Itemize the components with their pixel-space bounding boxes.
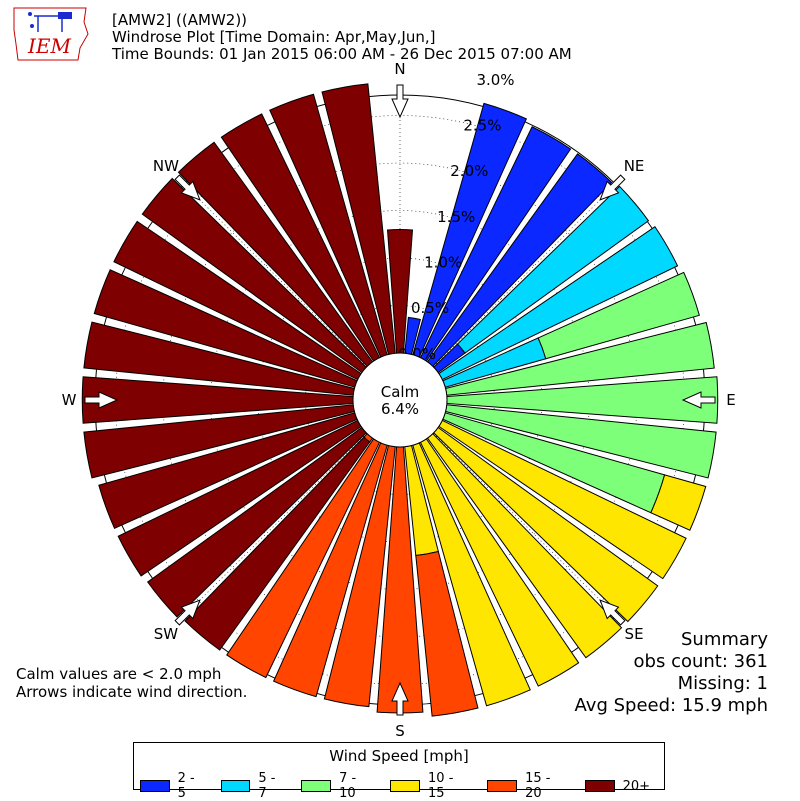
windrose-bar-segment [650,474,707,531]
direction-labels: N NE E SE S SW W NW [62,60,736,740]
ring-label: 0.5% [411,299,449,317]
grid-spoke [433,433,616,616]
direction-arrow-icon [681,391,716,409]
legend-swatch [220,780,251,792]
legend-swatch [584,780,615,792]
legend: Wind Speed [mph] 2 - 5 5 - 7 7 - 10 10 - 15… [133,742,665,801]
direction-label: SE [625,625,644,643]
arrow-note: Arrows indicate wind direction. [16,683,248,701]
direction-arrow-icon [84,391,119,409]
direction-arrow-icon [391,681,409,716]
direction-arrow-icon [174,599,201,626]
chart-title-station: [AMW2] ((AMW2)) [112,11,248,29]
summary-avg-speed: Avg Speed: 15.9 mph [574,695,768,716]
legend-swatch [390,780,421,792]
legend-label: 5 - 7 [258,771,276,801]
ring-label: 2.0% [450,162,488,180]
chart-title-domain: Windrose Plot [Time Domain: Apr,May,Jun,… [112,28,436,46]
legend-item: 20+ [584,771,651,801]
legend-label: 2 - 5 [177,771,195,801]
direction-arrow-icon [174,174,201,201]
windrose-bar-segment [456,185,650,354]
calm-center: Calm 6.4% [352,352,448,448]
chart-title-bounds: Time Bounds: 01 Jan 2015 06:00 AM - 26 D… [112,45,572,63]
direction-label: E [726,391,735,409]
legend-label: 20+ [622,778,651,794]
legend-items: 2 - 5 5 - 7 7 - 10 10 - 15 15 - 20 20+ [140,771,664,801]
ring-label: 1.5% [437,208,475,226]
direction-arrows [84,84,716,716]
ring-label: 2.5% [463,117,501,135]
iem-logo: IEM [12,4,90,62]
direction-arrow-icon [599,599,626,626]
grid-spoke [433,184,616,367]
direction-label: W [62,391,77,409]
calm-note: Calm values are < 2.0 mph [16,665,222,683]
calm-label: Calm [381,383,419,401]
direction-label: NE [624,157,645,175]
windrose-bar-segment [415,550,479,717]
legend-swatch [140,780,170,792]
direction-label: N [394,60,405,78]
ring-label: 1.0% [424,254,462,272]
legend-label: 7 - 10 [339,771,357,801]
direction-arrow-icon [599,174,626,201]
legend-item: 2 - 5 [140,771,207,801]
legend-title: Wind Speed [mph] [329,747,469,765]
calm-circle [352,352,448,448]
summary-missing: Missing: 1 [677,673,768,694]
summary-title: Summary [681,629,768,650]
legend-swatch [487,780,518,792]
iowa-map-icon [13,7,89,61]
grid-spoke [184,433,367,616]
direction-label: S [395,722,405,740]
ring-label: 3.0% [476,71,514,89]
legend-item: 5 - 7 [220,771,288,801]
summary-obs-count: obs count: 361 [633,651,768,672]
windrose-bar-segment [537,271,700,360]
direction-label: NW [153,157,179,175]
calm-value: 6.4% [381,400,419,418]
legend-label: 15 - 20 [525,771,551,801]
legend-item: 15 - 20 [487,771,570,801]
legend-item: 10 - 15 [390,771,473,801]
windrose-bars [81,83,719,717]
legend-swatch [301,780,332,792]
direction-label: SW [154,625,179,643]
grid-spoke [184,184,367,367]
windrose-bar-segment [184,436,371,651]
logo-text: IEM [28,34,71,58]
legend-label: 10 - 15 [428,771,454,801]
direction-arrow-icon [391,84,409,119]
legend-item: 7 - 10 [301,771,376,801]
